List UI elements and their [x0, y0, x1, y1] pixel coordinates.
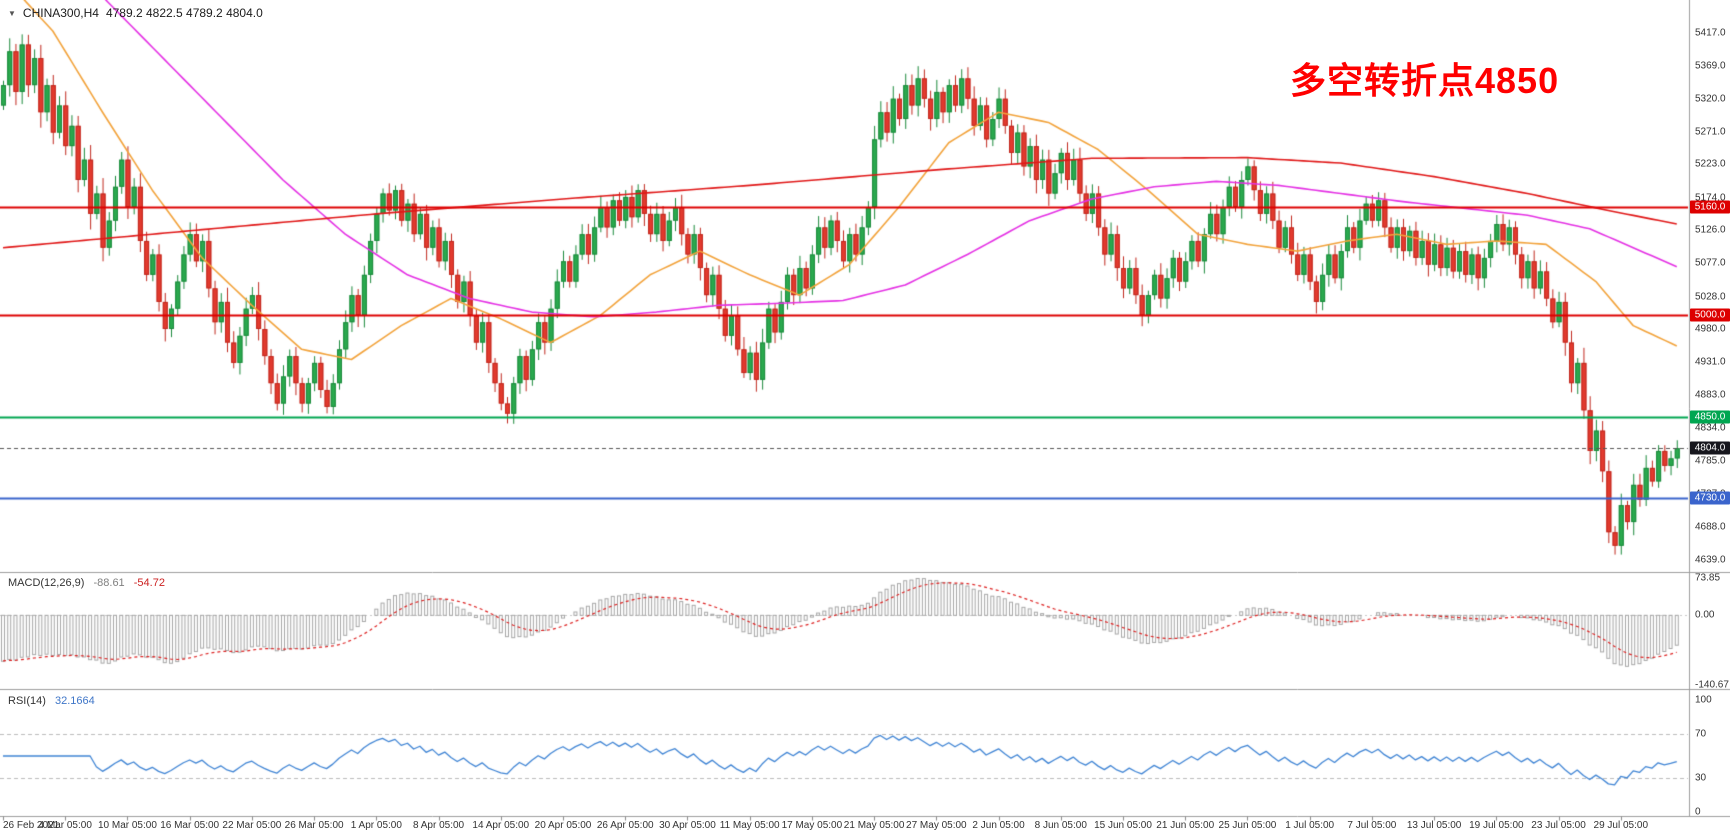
- y-axis-label: 5271.0: [1695, 126, 1726, 138]
- price-level-badge: 5000.0: [1690, 308, 1730, 322]
- macd-indicator-label: MACD(12,26,9) -88.61 -54.72: [8, 577, 171, 589]
- x-axis-label: 20 Apr 05:00: [534, 820, 592, 831]
- y-axis-label: 4980.0: [1695, 323, 1726, 335]
- y-axis-label: 30: [1695, 772, 1707, 784]
- y-axis-label: 73.85: [1695, 572, 1721, 584]
- x-axis-label: 16 Mar 05:00: [160, 820, 220, 831]
- rsi-value: 32.1664: [54, 695, 95, 707]
- x-axis-label: 8 Apr 05:00: [412, 820, 465, 831]
- x-axis-label: 1 Apr 05:00: [350, 820, 402, 831]
- y-axis-label: 4834.0: [1695, 422, 1726, 434]
- y-axis-label: 5126.0: [1695, 224, 1726, 236]
- price-level-badge: 4850.0: [1690, 410, 1730, 424]
- symbol-name: CHINA300,H4: [22, 6, 99, 20]
- x-axis-label: 15 Jun 05:00: [1094, 820, 1152, 831]
- y-axis-label: 5028.0: [1695, 291, 1726, 302]
- x-axis-label: 26 Feb 2021: [3, 820, 60, 831]
- x-axis-label: 10 Mar 05:00: [97, 820, 157, 831]
- x-axis-label: 19 Jul 05:00: [1469, 820, 1524, 831]
- symbol-marker-icon: ▼: [8, 8, 16, 18]
- y-axis-label: 4785.0: [1695, 455, 1726, 467]
- y-axis-label: 5417.0: [1695, 27, 1726, 39]
- y-axis-label: 0: [1695, 806, 1701, 818]
- x-axis-label: 7 Jul 05:00: [1347, 820, 1397, 831]
- x-axis-label: 8 Jun 05:00: [1034, 820, 1087, 831]
- rsi-indicator-label: RSI(14) 32.1664: [8, 695, 101, 707]
- y-axis-label: 4883.0: [1695, 389, 1726, 401]
- y-axis-label: 4639.0: [1695, 554, 1726, 566]
- price-level-badge: 4730.0: [1690, 491, 1730, 505]
- x-axis-label: 26 Mar 05:00: [284, 820, 344, 831]
- x-axis-label: 2 Jun 05:00: [972, 820, 1025, 831]
- chart-symbol-label: ▼ CHINA300,H4 4789.2 4822.5 4789.2 4804.…: [8, 6, 263, 20]
- x-axis-label: 21 May 05:00: [843, 820, 905, 831]
- y-axis-label: 4931.0: [1695, 356, 1726, 368]
- price-level-badge: 5160.0: [1690, 200, 1730, 214]
- x-axis-label: 11 May 05:00: [719, 820, 780, 831]
- y-axis-label: 70: [1695, 728, 1707, 740]
- x-axis-label: 13 Jul 05:00: [1406, 820, 1462, 831]
- y-axis-label: 0.00: [1695, 609, 1715, 621]
- x-axis-label: 21 Jun 05:00: [1156, 820, 1215, 831]
- y-axis-label: -140.67: [1695, 679, 1729, 691]
- x-axis-label: 17 May 05:00: [781, 820, 843, 831]
- rsi-name: RSI(14): [8, 695, 46, 707]
- y-axis-label: 4688.0: [1695, 521, 1726, 533]
- y-axis-label: 5174.0: [1695, 192, 1726, 204]
- x-axis-label: 1 Jul 05:00: [1285, 820, 1335, 831]
- x-axis-label: 23 Jul 05:00: [1531, 820, 1586, 831]
- x-axis-label: 14 Apr 05:00: [472, 820, 530, 831]
- x-axis-label: 30 Apr 05:00: [659, 820, 716, 831]
- macd-signal-value: -54.72: [133, 577, 165, 589]
- chart-annotation-text[interactable]: 多空转折点4850: [1290, 60, 1560, 101]
- ohlc-values: 4789.2 4822.5 4789.2 4804.0: [105, 6, 263, 20]
- macd-main-value: -88.61: [93, 577, 125, 589]
- price-level-badge: 4804.0: [1690, 441, 1730, 455]
- y-axis-label: 5369.0: [1695, 60, 1726, 71]
- y-axis-label: 5223.0: [1695, 158, 1726, 170]
- x-axis-label: 26 Apr 05:00: [596, 820, 654, 831]
- x-axis-label: 4 Mar 05:00: [38, 820, 92, 831]
- x-axis-label: 25 Jun 05:00: [1218, 820, 1277, 831]
- y-axis-label: 100: [1695, 694, 1712, 706]
- macd-name: MACD(12,26,9): [8, 577, 85, 589]
- x-axis-label: 27 May 05:00: [906, 820, 967, 831]
- x-axis-label: 22 Mar 05:00: [222, 820, 282, 831]
- y-axis-label: 5320.0: [1695, 93, 1726, 105]
- x-axis-label: 29 Jul 05:00: [1593, 820, 1649, 831]
- y-axis-label: 5077.0: [1695, 257, 1726, 269]
